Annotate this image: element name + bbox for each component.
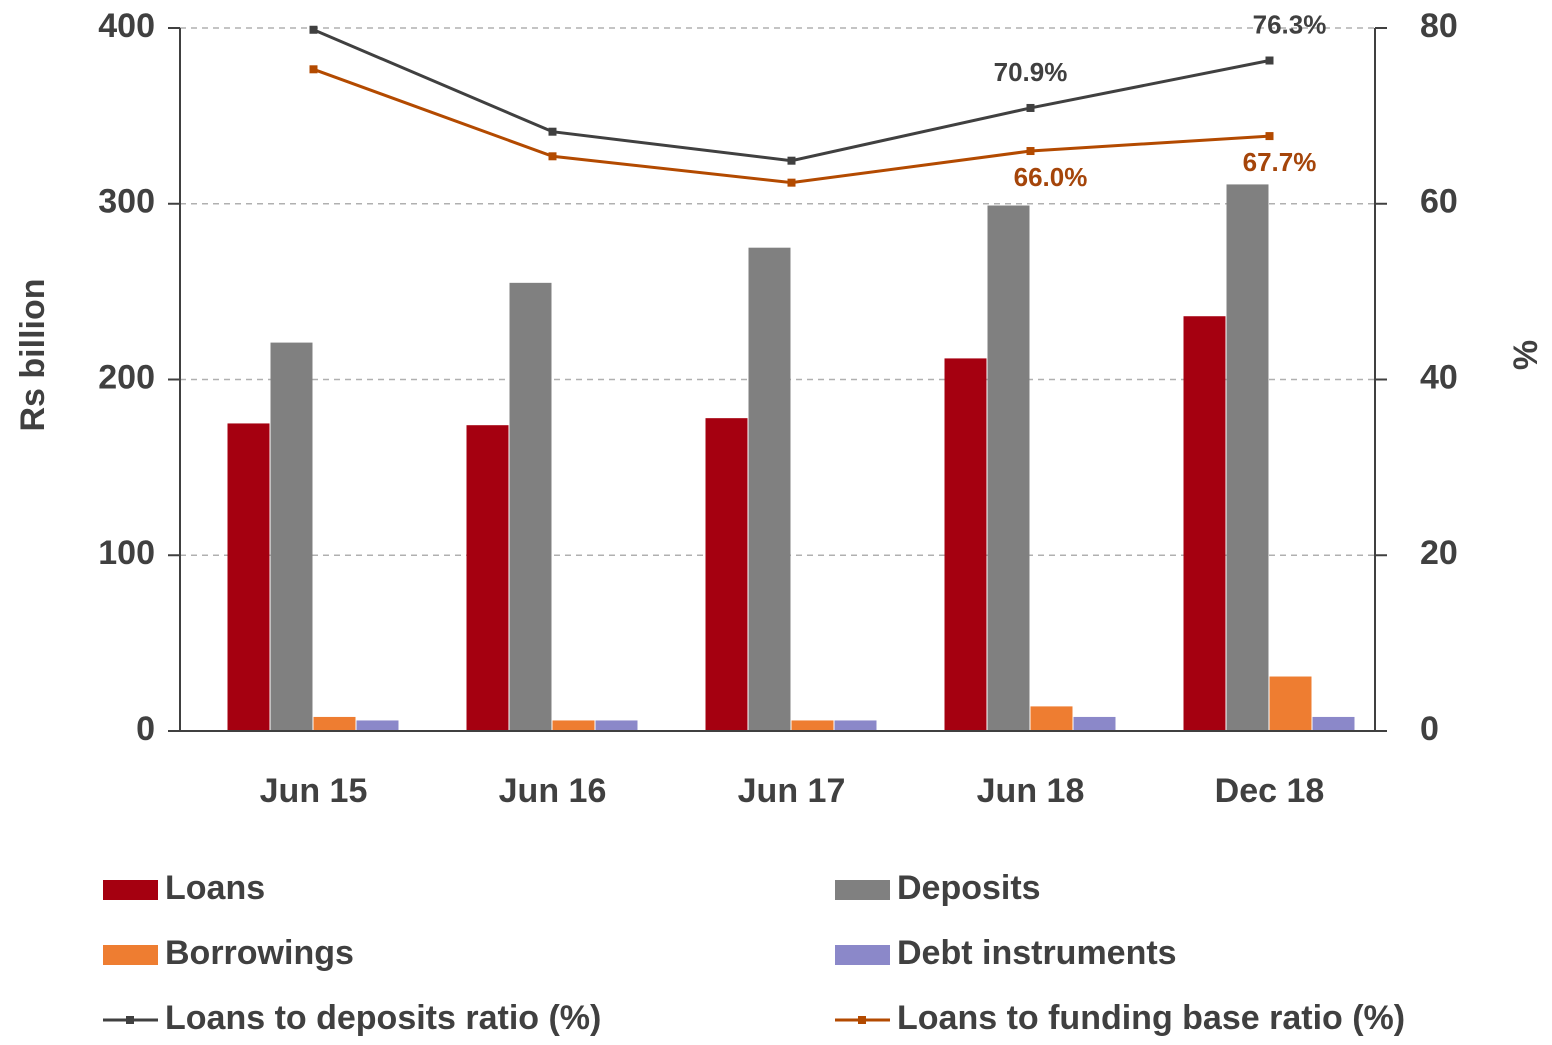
legend-swatch [835,880,890,900]
line [312,67,1270,185]
bar [705,418,748,731]
bar [1183,316,1226,731]
y-axis-label: Rs billion [14,279,52,432]
line-marker [309,25,318,34]
legend-label: Borrowings [165,934,354,972]
data-label: 67.7% [1243,147,1317,177]
data-label: 70.9% [994,57,1068,87]
x-tick-label: Dec 18 [1215,772,1325,810]
y-tick-label: 100 [98,534,155,572]
bar [509,282,552,731]
y2-axis-label: % [1507,340,1545,370]
bar [466,425,509,731]
y2-tick-label: 40 [1420,358,1458,396]
legend-label: Debt instruments [897,934,1177,972]
legend-label: Loans [165,869,265,907]
line-marker [548,152,557,161]
bar [595,720,638,731]
line-marker [309,65,318,74]
bar [791,720,834,731]
line-marker [1265,132,1274,141]
legend-swatch-marker [126,1016,134,1024]
bar [552,720,595,731]
bar [1269,676,1312,731]
bar [227,423,270,731]
bar [313,716,356,731]
line-marker [787,156,796,165]
bar [944,358,987,731]
y2-tick-label: 80 [1420,7,1458,45]
y-tick-label: 200 [98,358,155,396]
legend-swatch [103,880,158,900]
y-tick-label: 300 [98,183,155,221]
x-tick-label: Jun 16 [499,772,607,810]
bar [1073,716,1116,731]
bar [834,720,877,731]
legend-swatch-marker [858,1016,866,1024]
bar [1030,706,1073,731]
bar [987,205,1030,731]
line-marker [548,127,557,136]
y2-tick-label: 20 [1420,534,1458,572]
y-tick-label: 0 [136,710,155,748]
x-tick-label: Jun 15 [260,772,368,810]
bar [356,720,399,731]
line-marker [1026,103,1035,112]
bar [1312,716,1355,731]
data-label: 66.0% [1014,162,1088,192]
bar [1226,184,1269,732]
bar [748,247,791,731]
legend-label: Deposits [897,869,1041,907]
line-marker [1026,147,1035,156]
legend-label: Loans to funding base ratio (%) [897,999,1405,1037]
legend-swatch [835,945,890,965]
y2-tick-label: 60 [1420,183,1458,221]
bar [270,342,313,731]
line [312,28,1270,163]
x-tick-label: Jun 17 [738,772,846,810]
y2-tick-label: 0 [1420,710,1439,748]
legend-label: Loans to deposits ratio (%) [165,999,601,1037]
x-tick-label: Jun 18 [977,772,1085,810]
legend-swatch [103,945,158,965]
y-tick-label: 400 [98,7,155,45]
data-label: 76.3% [1253,9,1327,39]
line-marker [787,178,796,187]
line-marker [1265,56,1274,65]
